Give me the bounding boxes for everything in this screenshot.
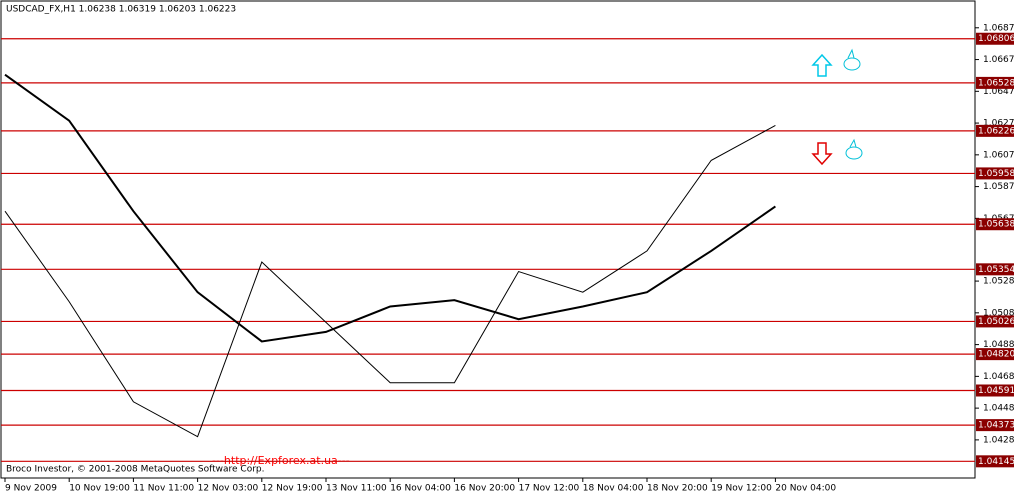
footer: Broco Investor, © 2001-2008 MetaQuotes S… <box>6 465 265 475</box>
y-tick-label: 1.05080 <box>983 308 1014 318</box>
level-label-bg <box>976 76 1014 89</box>
level-label-bg <box>976 124 1014 137</box>
thumb-up-icon <box>843 48 861 71</box>
y-tick-label: 1.05875 <box>983 182 1014 192</box>
level-label: 1.06806 <box>978 34 1014 44</box>
x-tick-label: 13 Nov 11:00 <box>326 484 387 494</box>
y-tick-label: 1.04280 <box>983 435 1014 445</box>
level-label: 1.04373 <box>978 421 1014 431</box>
down-arrow <box>811 142 833 166</box>
x-tick-label: 16 Nov 04:00 <box>390 484 451 494</box>
y-tick-label: 1.04480 <box>983 404 1014 414</box>
level-label: 1.05354 <box>978 265 1014 275</box>
y-tick-label: 1.06875 <box>983 23 1014 33</box>
x-tick-label: 12 Nov 19:00 <box>262 484 323 494</box>
x-tick-label: 18 Nov 04:00 <box>583 484 644 494</box>
y-tick-label: 1.05280 <box>983 277 1014 287</box>
x-tick-label: 19 Nov 12:00 <box>711 484 772 494</box>
x-tick-label: 11 Nov 11:00 <box>133 484 194 494</box>
y-tick-label: 1.04880 <box>983 340 1014 350</box>
level-label-bg <box>976 32 1014 45</box>
y-tick-label: 1.06675 <box>983 55 1014 65</box>
level-label: 1.05026 <box>978 317 1014 327</box>
x-tick-label: 9 Nov 2009 <box>5 484 57 494</box>
level-label-bg <box>976 419 1014 432</box>
x-tick-label: 18 Nov 20:00 <box>647 484 708 494</box>
level-label-bg <box>976 455 1014 468</box>
y-tick-label: 1.04680 <box>983 372 1014 382</box>
thumb-down-icon <box>845 138 863 160</box>
level-label-bg <box>976 167 1014 180</box>
level-label: 1.05958 <box>978 169 1014 179</box>
watermark: ---http://Expforex.at.ua--- <box>212 454 350 467</box>
y-tick-label: 1.06475 <box>983 87 1014 97</box>
level-label: 1.05638 <box>978 220 1014 230</box>
level-label-bg <box>976 315 1014 328</box>
x-tick-label: 20 Nov 04:00 <box>775 484 836 494</box>
level-label: 1.06528 <box>978 78 1014 88</box>
level-label-bg <box>976 263 1014 276</box>
level-label-bg <box>976 348 1014 361</box>
level-label-bg <box>976 218 1014 231</box>
x-tick-label: 10 Nov 19:00 <box>69 484 130 494</box>
x-tick-label: 17 Nov 12:00 <box>519 484 580 494</box>
x-tick-label: 16 Nov 20:00 <box>454 484 515 494</box>
chart-title: USDCAD_FX,H1 1.06238 1.06319 1.06203 1.0… <box>6 5 236 15</box>
y-tick-label: 1.06275 <box>983 119 1014 129</box>
plot-frame <box>0 0 976 479</box>
level-label-bg <box>976 384 1014 397</box>
y-tick-label: 1.06075 <box>983 150 1014 160</box>
x-tick-label: 12 Nov 03:00 <box>198 484 259 494</box>
level-label: 1.04820 <box>978 350 1014 360</box>
level-label: 1.04145 <box>978 457 1014 467</box>
level-label: 1.04591 <box>978 386 1014 396</box>
price-line <box>4 73 776 343</box>
up-arrow <box>811 53 833 77</box>
price-line <box>4 125 776 438</box>
level-label: 1.06226 <box>978 126 1014 136</box>
